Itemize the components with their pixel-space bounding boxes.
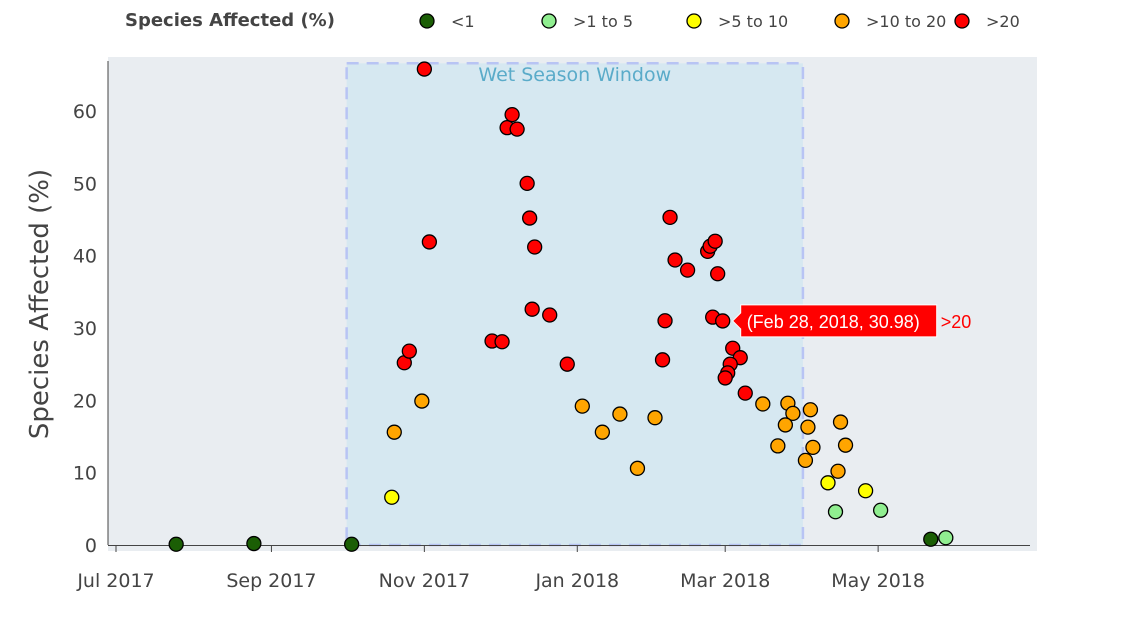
data-point (168, 536, 184, 552)
data-point (777, 417, 794, 433)
hover-label-text: (Feb 28, 2018, 30.98) (747, 312, 920, 332)
x-tick-label: Jan 2018 (534, 570, 619, 592)
y-tick-label: 10 (73, 463, 97, 485)
data-point (737, 385, 753, 401)
x-tick-label: Jul 2017 (76, 570, 154, 592)
data-point (923, 531, 939, 547)
x-tick-label: May 2018 (831, 570, 925, 592)
data-point (386, 424, 402, 440)
data-point (800, 419, 816, 435)
y-tick-label: 40 (73, 246, 97, 268)
data-point (574, 398, 590, 414)
data-point (710, 266, 726, 282)
data-point (542, 307, 558, 323)
data-point (647, 410, 663, 426)
legend-label: >1 to 5 (573, 12, 633, 31)
data-point (344, 536, 360, 552)
data-point (820, 475, 836, 491)
data-point (494, 334, 510, 350)
data-point (755, 396, 771, 412)
data-point (246, 535, 262, 552)
legend-marker (419, 13, 435, 29)
data-point (654, 352, 671, 368)
data-point (785, 405, 801, 422)
legend-label: <1 (451, 12, 475, 31)
legend-marker (954, 13, 970, 29)
legend-marker (686, 13, 702, 29)
x-tick-label: Nov 2017 (379, 570, 470, 592)
x-tick-label: Sep 2017 (226, 570, 316, 592)
data-point (504, 106, 520, 123)
wet-season-label: Wet Season Window (478, 64, 671, 86)
data-point (629, 460, 646, 476)
data-point (715, 313, 731, 329)
data-point (559, 356, 575, 372)
data-point (938, 530, 954, 546)
legend-label: >5 to 10 (718, 12, 788, 31)
legend-label: >20 (986, 12, 1020, 31)
wet-season-shape (345, 62, 805, 547)
data-point (657, 313, 673, 329)
data-point (827, 504, 844, 520)
data-point (509, 121, 525, 137)
hover-label-box (731, 304, 938, 338)
legend-title: Species Affected (%) (125, 10, 335, 31)
legend: Species Affected (%) <1 >1 to 5 >5 to 10 >1… (125, 10, 1020, 31)
data-point (832, 414, 849, 430)
data-point (679, 262, 696, 278)
data-point (805, 439, 821, 456)
x-tick-label: Mar 2018 (680, 570, 770, 592)
data-point (770, 438, 786, 454)
data-point (522, 210, 538, 226)
data-point (797, 452, 814, 469)
data-point (401, 343, 417, 359)
y-tick-label: 50 (73, 173, 97, 195)
data-point (527, 239, 543, 255)
data-point (707, 233, 723, 249)
data-point (872, 502, 889, 518)
data-point (594, 424, 611, 440)
data-point (667, 252, 683, 268)
y-axis-title: Species Affected (%) (25, 169, 55, 439)
y-tick-label: 60 (73, 101, 97, 123)
data-point (802, 402, 819, 418)
data-point (662, 209, 678, 225)
data-point (857, 483, 874, 499)
y-tick-label: 20 (73, 390, 97, 412)
data-point (524, 301, 540, 317)
legend-marker (541, 13, 557, 29)
data-point (421, 234, 438, 250)
hover-series-name: >20 (941, 312, 972, 332)
data-point (837, 437, 854, 453)
data-point (416, 61, 433, 77)
data-point (519, 175, 535, 192)
legend-label: >10 to 20 (866, 12, 946, 31)
y-tick-label: 0 (85, 535, 97, 557)
data-point (384, 489, 400, 505)
data-point (717, 370, 733, 386)
y-tick-label: 30 (73, 318, 97, 340)
legend-marker (834, 13, 850, 29)
data-point (414, 393, 430, 409)
data-point (612, 406, 628, 422)
data-point (830, 463, 846, 479)
